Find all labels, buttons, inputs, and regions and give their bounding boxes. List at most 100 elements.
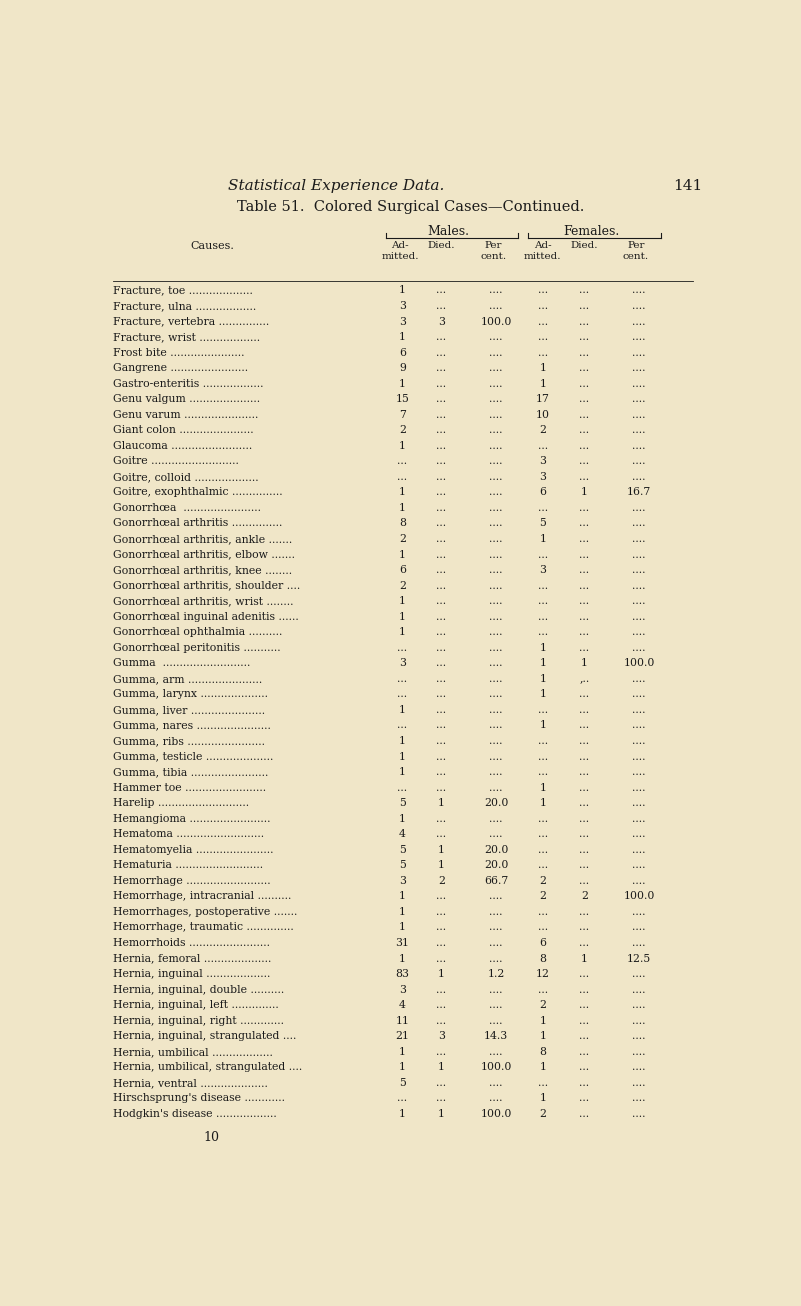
Text: ...: ... (537, 550, 548, 559)
Text: 66.7: 66.7 (484, 876, 509, 885)
Text: ....: .... (489, 829, 503, 840)
Text: ...: ... (437, 426, 447, 435)
Text: ....: .... (632, 410, 646, 419)
Text: 1: 1 (581, 658, 588, 669)
Text: ....: .... (489, 721, 503, 730)
Text: ...: ... (397, 643, 408, 653)
Text: ....: .... (489, 643, 503, 653)
Text: 4: 4 (399, 1000, 406, 1010)
Text: ....: .... (632, 363, 646, 374)
Text: ...: ... (579, 379, 590, 389)
Text: 2: 2 (438, 876, 445, 885)
Text: ...: ... (579, 627, 590, 637)
Text: 1: 1 (539, 798, 546, 808)
Text: 6: 6 (399, 565, 406, 575)
Text: ...: ... (537, 705, 548, 714)
Text: 2: 2 (539, 1000, 546, 1010)
Text: ....: .... (489, 300, 503, 311)
Text: 141: 141 (673, 179, 702, 193)
Text: ....: .... (632, 316, 646, 326)
Text: ...: ... (537, 611, 548, 622)
Text: ...: ... (437, 550, 447, 559)
Text: ...: ... (437, 814, 447, 824)
Text: Gonorrhœal inguinal adenitis ......: Gonorrhœal inguinal adenitis ...... (112, 611, 298, 622)
Text: 1: 1 (539, 690, 546, 700)
Text: ....: .... (489, 814, 503, 824)
Text: 3: 3 (539, 471, 546, 482)
Text: ...: ... (579, 456, 590, 466)
Text: Goitre, exophthalmic ...............: Goitre, exophthalmic ............... (112, 487, 282, 498)
Text: Hematoma ..........................: Hematoma .......................... (112, 829, 264, 840)
Text: ...: ... (397, 721, 408, 730)
Text: ...: ... (437, 892, 447, 901)
Text: ....: .... (632, 332, 646, 342)
Text: ....: .... (632, 674, 646, 684)
Text: 1: 1 (399, 1046, 406, 1057)
Text: ...: ... (579, 829, 590, 840)
Text: 1: 1 (539, 658, 546, 669)
Text: ...: ... (437, 1016, 447, 1025)
Text: ...: ... (537, 845, 548, 854)
Text: Hammer toe ........................: Hammer toe ........................ (112, 782, 266, 793)
Text: Giant colon ......................: Giant colon ...................... (112, 426, 253, 435)
Text: Gonorrhœal arthritis, shoulder ....: Gonorrhœal arthritis, shoulder .... (112, 581, 300, 590)
Text: 3: 3 (399, 316, 406, 326)
Text: Hemorrhages, postoperative .......: Hemorrhages, postoperative ....... (112, 906, 297, 917)
Text: ...: ... (437, 1000, 447, 1010)
Text: ...: ... (579, 705, 590, 714)
Text: ....: .... (489, 441, 503, 451)
Text: Fracture, ulna ..................: Fracture, ulna .................. (112, 300, 256, 311)
Text: ...: ... (437, 332, 447, 342)
Text: ...: ... (537, 985, 548, 995)
Text: 2: 2 (399, 534, 406, 545)
Text: Hernia, umbilical, strangulated ....: Hernia, umbilical, strangulated .... (112, 1062, 302, 1072)
Text: ....: .... (632, 627, 646, 637)
Text: 100.0: 100.0 (481, 316, 512, 326)
Text: 4: 4 (399, 829, 406, 840)
Text: 1: 1 (438, 969, 445, 980)
Text: ...: ... (397, 456, 408, 466)
Text: ...: ... (579, 1093, 590, 1104)
Text: Goitre ..........................: Goitre .......................... (112, 456, 239, 466)
Text: Gonorrhœal ophthalmia ..........: Gonorrhœal ophthalmia .......... (112, 627, 282, 637)
Text: 1: 1 (399, 814, 406, 824)
Text: ...: ... (437, 751, 447, 761)
Text: ...: ... (437, 456, 447, 466)
Text: Ad-
mitted.: Ad- mitted. (524, 242, 562, 261)
Text: ...: ... (537, 300, 548, 311)
Text: Causes.: Causes. (190, 242, 234, 251)
Text: ....: .... (632, 1062, 646, 1072)
Text: ....: .... (489, 767, 503, 777)
Text: Gonorrhœa  .......................: Gonorrhœa ....................... (112, 503, 260, 513)
Text: 100.0: 100.0 (481, 1062, 512, 1072)
Text: Goitre, colloid ...................: Goitre, colloid ................... (112, 471, 258, 482)
Text: ...: ... (537, 596, 548, 606)
Text: Gumma, arm ......................: Gumma, arm ...................... (112, 674, 262, 684)
Text: Hernia, inguinal, double ..........: Hernia, inguinal, double .......... (112, 985, 284, 995)
Text: ....: .... (632, 814, 646, 824)
Text: 1: 1 (399, 1062, 406, 1072)
Text: Gumma, larynx ....................: Gumma, larynx .................... (112, 690, 268, 700)
Text: ....: .... (489, 456, 503, 466)
Text: ...: ... (579, 534, 590, 545)
Text: ....: .... (489, 737, 503, 746)
Text: 5: 5 (399, 861, 406, 870)
Text: ...: ... (579, 565, 590, 575)
Text: ....: .... (632, 379, 646, 389)
Text: Per
cent.: Per cent. (623, 242, 649, 261)
Text: ...: ... (579, 347, 590, 358)
Text: ...: ... (437, 518, 447, 529)
Text: Statistical Experience Data.: Statistical Experience Data. (227, 179, 445, 193)
Text: 9: 9 (399, 363, 406, 374)
Text: 1: 1 (539, 379, 546, 389)
Text: ....: .... (632, 581, 646, 590)
Text: ...: ... (437, 658, 447, 669)
Text: ...: ... (579, 426, 590, 435)
Text: ....: .... (632, 1032, 646, 1041)
Text: ...: ... (579, 861, 590, 870)
Text: ....: .... (489, 782, 503, 793)
Text: 3: 3 (399, 658, 406, 669)
Text: Hemorrhage, intracranial ..........: Hemorrhage, intracranial .......... (112, 892, 291, 901)
Text: Hematuria ..........................: Hematuria .......................... (112, 861, 263, 870)
Text: ...: ... (579, 518, 590, 529)
